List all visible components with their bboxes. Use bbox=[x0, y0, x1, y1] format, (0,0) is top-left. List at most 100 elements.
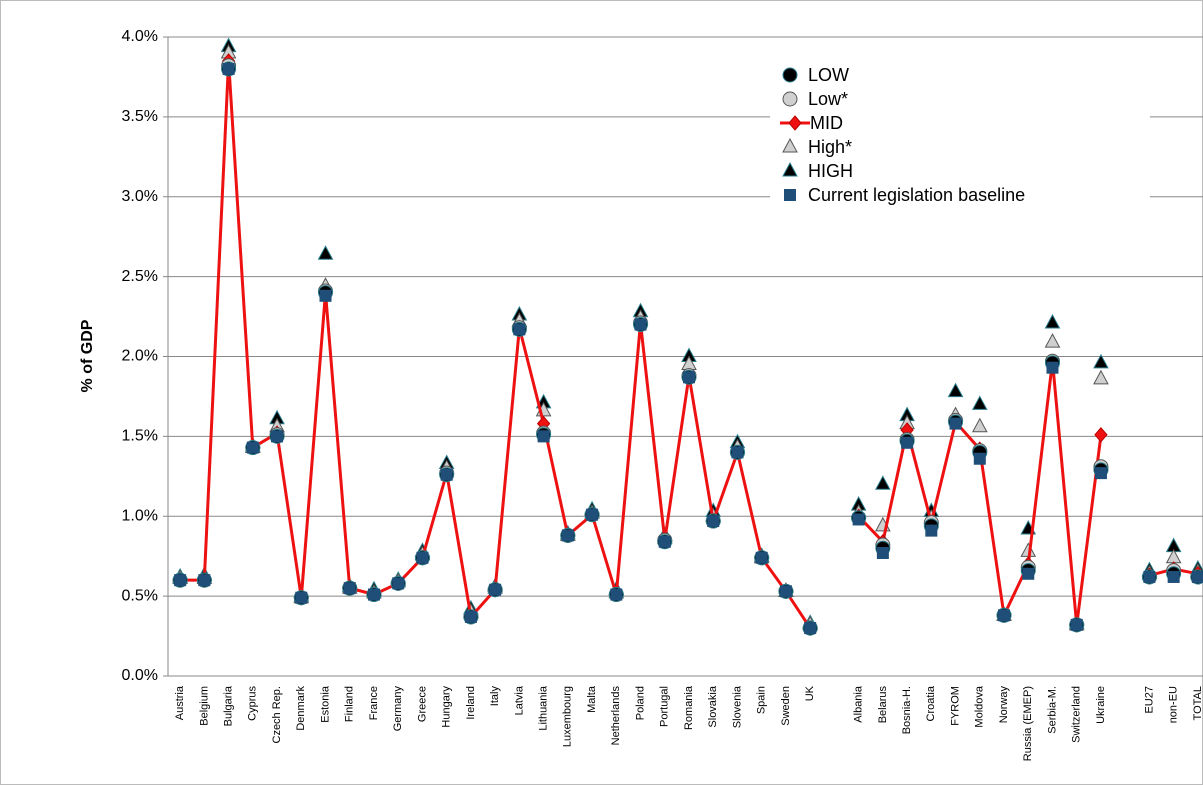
x-tick-label: Slovakia bbox=[707, 685, 719, 727]
x-tick-label: Spain bbox=[756, 686, 768, 714]
x-tick-label: Portugal bbox=[659, 686, 671, 727]
y-tick-label: 1.5% bbox=[122, 428, 158, 445]
point-square bbox=[901, 436, 914, 449]
x-tick-label: Switzerland bbox=[1071, 686, 1083, 743]
point-square bbox=[1070, 618, 1083, 631]
x-tick-label: Albania bbox=[853, 685, 865, 723]
x-tick-label: Finland bbox=[344, 686, 356, 722]
legend-marker bbox=[782, 161, 798, 177]
point-square bbox=[537, 430, 550, 443]
point-square bbox=[440, 468, 453, 481]
x-tick-label: Serbia-M. bbox=[1046, 686, 1058, 734]
point-square bbox=[319, 289, 332, 302]
y-tick-label: 0.0% bbox=[122, 667, 158, 684]
y-axis-title: % of GDP bbox=[79, 319, 96, 392]
x-tick-label: Austria bbox=[174, 685, 186, 720]
x-tick-label: Malta bbox=[586, 685, 598, 713]
legend-background bbox=[770, 58, 1150, 238]
legend-marker bbox=[782, 137, 798, 153]
point-square bbox=[925, 524, 938, 537]
x-tick-label: Greece bbox=[416, 686, 428, 722]
point-square bbox=[561, 529, 574, 542]
point-square bbox=[949, 417, 962, 430]
point-square bbox=[973, 452, 986, 465]
point-triangle bbox=[1044, 333, 1061, 348]
point-square bbox=[1143, 570, 1156, 583]
x-tick-label: Sweden bbox=[780, 686, 792, 726]
x-tick-label: Ukraine bbox=[1095, 686, 1107, 724]
point-triangle bbox=[1093, 353, 1109, 369]
y-tick-label: 3.5% bbox=[122, 108, 158, 125]
point-triangle bbox=[1044, 313, 1061, 329]
x-tick-label: Belgium bbox=[198, 686, 210, 726]
x-tick-label: FYROM bbox=[949, 686, 961, 726]
x-tick-label: Netherlands bbox=[610, 686, 622, 746]
x-tick-label: Italy bbox=[489, 686, 501, 707]
point-square bbox=[658, 535, 671, 548]
x-tick-label: Lithuania bbox=[538, 685, 550, 731]
point-square bbox=[198, 574, 211, 587]
x-tick-label: Czech Rep. bbox=[271, 686, 283, 743]
legend-label: High* bbox=[808, 137, 852, 157]
legend-label: MID bbox=[810, 113, 843, 133]
point-square bbox=[731, 446, 744, 459]
x-tick-label: Moldova bbox=[974, 685, 986, 727]
point-triangle bbox=[875, 475, 891, 490]
x-tick-label: Denmark bbox=[295, 686, 307, 731]
point-triangle bbox=[1093, 369, 1109, 385]
point-square bbox=[852, 513, 865, 526]
x-tick-label: Romania bbox=[683, 685, 695, 730]
point-square bbox=[222, 62, 235, 75]
point-square bbox=[416, 551, 429, 564]
x-tick-label: Germany bbox=[392, 686, 404, 732]
y-tick-label: 3.0% bbox=[122, 188, 158, 205]
x-tick-label: Hungary bbox=[441, 686, 453, 728]
point-square bbox=[1094, 467, 1107, 480]
point-square bbox=[367, 588, 380, 601]
point-square bbox=[513, 323, 526, 336]
point-square bbox=[586, 508, 599, 521]
y-tick-label: 2.5% bbox=[122, 268, 158, 285]
x-tick-label: Poland bbox=[634, 686, 646, 720]
legend-marker bbox=[782, 67, 798, 83]
x-tick-label: Norway bbox=[998, 686, 1010, 724]
point-square bbox=[343, 582, 356, 595]
point-square bbox=[755, 551, 768, 564]
point-square bbox=[779, 585, 792, 598]
point-square bbox=[998, 609, 1011, 622]
point-square bbox=[876, 546, 889, 559]
y-tick-label: 4.0% bbox=[122, 28, 158, 45]
point-triangle bbox=[971, 417, 988, 433]
point-triangle bbox=[317, 245, 334, 260]
y-tick-label: 0.5% bbox=[122, 587, 158, 604]
y-tick-label: 1.0% bbox=[122, 507, 158, 524]
point-square bbox=[464, 610, 477, 623]
point-square bbox=[1022, 567, 1035, 580]
point-square bbox=[174, 574, 187, 587]
legend-label: HIGH bbox=[808, 161, 853, 181]
x-tick-label: Latvia bbox=[513, 685, 525, 715]
x-tick-label: Luxembourg bbox=[562, 686, 574, 747]
x-tick-label: EU27 bbox=[1143, 686, 1155, 714]
x-tick-label: TOTAL bbox=[1192, 686, 1203, 720]
legend-label: Low* bbox=[808, 89, 848, 109]
point-triangle bbox=[971, 395, 988, 410]
x-tick-label: Russia (EMEP) bbox=[1022, 686, 1034, 761]
x-tick-label: Ireland bbox=[465, 686, 477, 720]
x-tick-label: Belarus bbox=[877, 686, 889, 724]
point-square bbox=[246, 441, 259, 454]
point-triangle bbox=[947, 382, 964, 398]
point-square bbox=[707, 515, 720, 528]
x-tick-label: Slovenia bbox=[731, 685, 743, 728]
point-square bbox=[804, 622, 817, 635]
legend-marker bbox=[784, 189, 796, 201]
legend-label: LOW bbox=[808, 65, 849, 85]
point-square bbox=[634, 318, 647, 331]
legend-marker bbox=[782, 91, 798, 107]
x-tick-label: Bulgaria bbox=[222, 685, 234, 726]
point-square bbox=[1046, 361, 1059, 374]
point-square bbox=[295, 591, 308, 604]
point-square bbox=[392, 577, 405, 590]
legend-label: Current legislation baseline bbox=[808, 185, 1025, 205]
